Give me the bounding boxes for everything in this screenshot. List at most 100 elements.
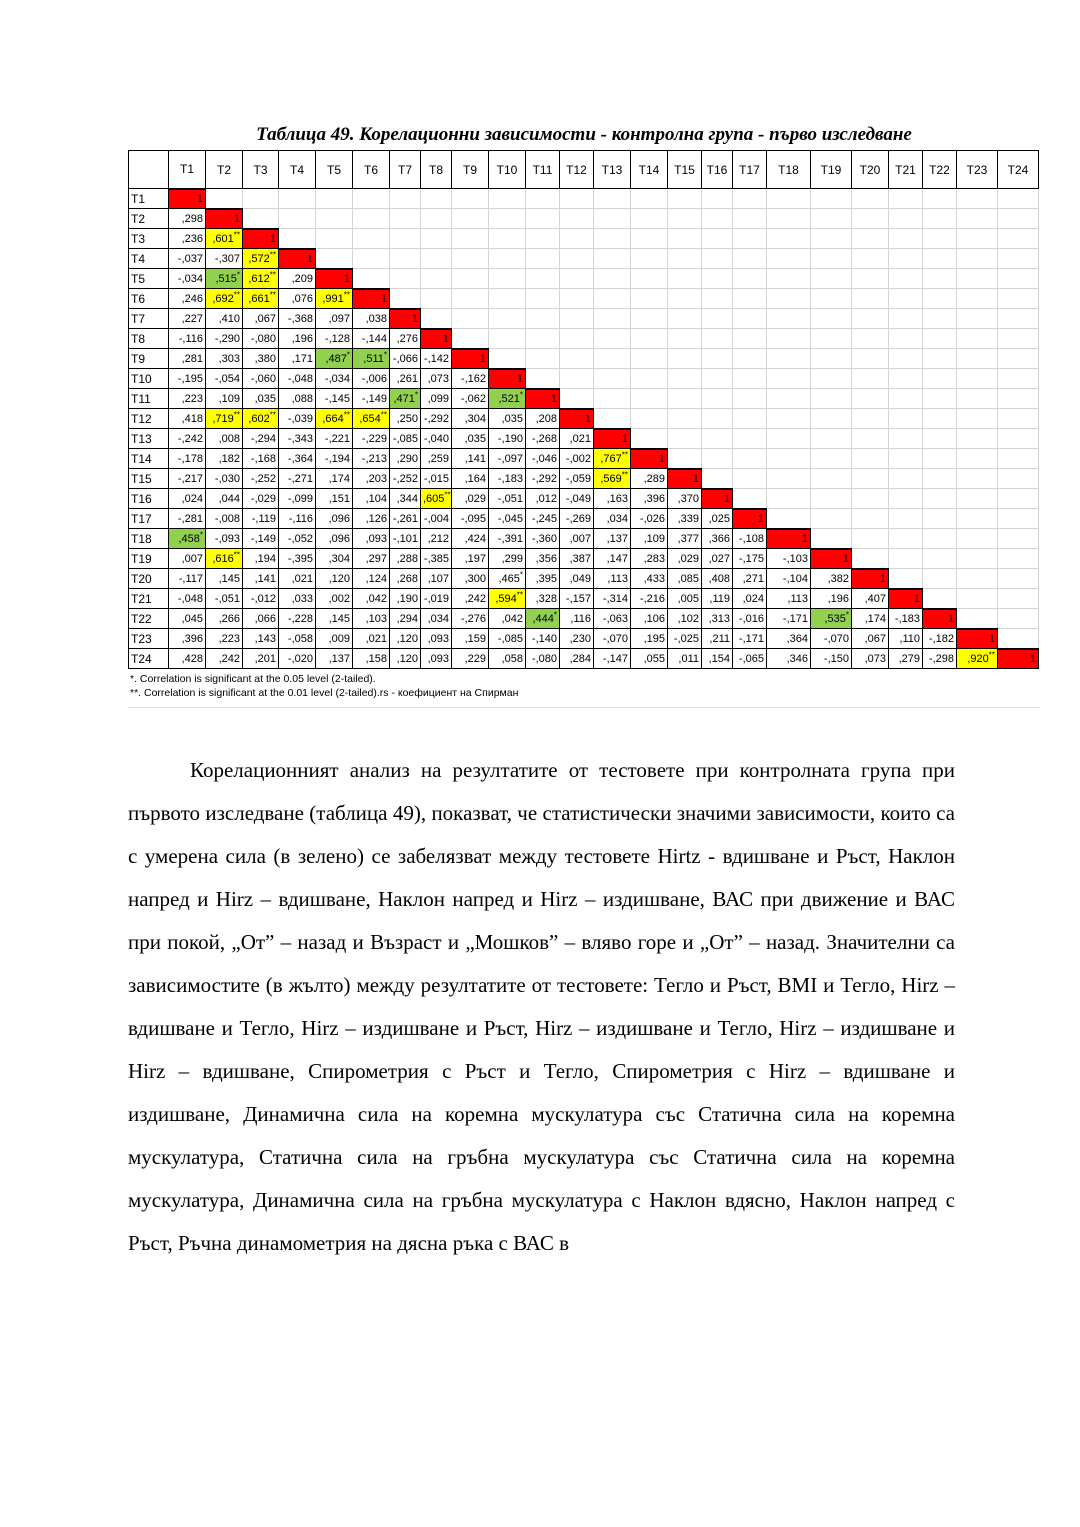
correlation-cell: -,343: [278, 428, 316, 449]
empty-cell: [667, 288, 702, 309]
correlation-cell: -,030: [205, 468, 243, 489]
correlation-cell: ,212: [420, 528, 452, 549]
correlation-cell: -,149: [242, 528, 279, 549]
empty-cell: [451, 208, 489, 229]
correlation-cell: ,487*: [315, 348, 353, 369]
empty-cell: [630, 288, 668, 309]
empty-cell: [701, 448, 733, 469]
correlation-cell: ,444*: [525, 608, 560, 629]
correlation-cell: ,304: [451, 408, 489, 429]
correlation-cell: -,183: [888, 608, 923, 629]
empty-cell: [922, 408, 957, 429]
correlation-cell: ,027: [701, 548, 733, 569]
correlation-cell: -,039: [278, 408, 316, 429]
empty-cell: [488, 208, 526, 229]
correlation-cell: ,387: [559, 548, 594, 569]
empty-cell: [922, 568, 957, 589]
correlation-cell: -,292: [420, 408, 452, 429]
empty-cell: [667, 408, 702, 429]
correlation-cell: -,062: [451, 388, 489, 409]
empty-cell: [956, 368, 998, 389]
correlation-cell: ,692**: [205, 288, 243, 309]
col-header-t14: T14: [630, 150, 668, 189]
correlation-cell: ,009: [315, 628, 353, 649]
correlation-cell: ,120: [389, 648, 421, 669]
correlation-cell: -,016: [732, 608, 767, 629]
correlation-cell: ,104: [352, 488, 390, 509]
empty-cell: [810, 288, 852, 309]
correlation-cell: ,382: [810, 568, 852, 589]
correlation-cell: ,408: [701, 568, 733, 589]
empty-cell: [389, 188, 421, 209]
empty-cell: [956, 328, 998, 349]
correlation-cell: ,612**: [242, 268, 279, 289]
empty-cell: [888, 328, 923, 349]
correlation-cell: ,661**: [242, 288, 279, 309]
correlation-cell: ,005: [667, 588, 702, 609]
empty-cell: [851, 528, 889, 549]
empty-cell: [732, 428, 767, 449]
empty-cell: [630, 388, 668, 409]
empty-cell: [352, 208, 390, 229]
correlation-cell: ,259: [420, 448, 452, 469]
row-header-t7: T7: [128, 308, 169, 329]
empty-cell: [701, 348, 733, 369]
analysis-paragraph: Корелационният анализ на резултатите от …: [128, 758, 955, 1255]
correlation-cell: ,110: [888, 628, 923, 649]
correlation-cell: 1: [242, 227, 279, 249]
empty-cell: [352, 228, 390, 249]
empty-cell: [593, 348, 631, 369]
row-header-t17: T17: [128, 508, 169, 529]
correlation-cell: ,116: [559, 608, 594, 629]
correlation-cell: ,034: [593, 508, 631, 529]
empty-cell: [732, 468, 767, 489]
empty-cell: [732, 208, 767, 229]
correlation-cell: ,535*: [810, 608, 852, 629]
correlation-cell: -,085: [389, 428, 421, 449]
correlation-cell: ,616**: [205, 548, 243, 569]
empty-cell: [593, 328, 631, 349]
correlation-cell: ,096: [315, 508, 353, 529]
empty-cell: [851, 388, 889, 409]
correlation-cell: ,433: [630, 568, 668, 589]
correlation-cell: -,048: [278, 368, 316, 389]
col-header-t16: T16: [701, 150, 733, 189]
correlation-cell: -,195: [168, 368, 206, 389]
empty-cell: [701, 308, 733, 329]
correlation-cell: ,099: [420, 388, 452, 409]
empty-cell: [242, 208, 279, 229]
empty-cell: [278, 208, 316, 229]
empty-cell: [389, 268, 421, 289]
correlation-cell: ,304: [315, 548, 353, 569]
empty-cell: [956, 448, 998, 469]
correlation-cell: -,298: [922, 648, 957, 669]
correlation-cell: ,073: [420, 368, 452, 389]
correlation-cell: 1: [888, 587, 923, 609]
empty-cell: [766, 288, 811, 309]
empty-cell: [593, 368, 631, 389]
correlation-cell: ,313: [701, 608, 733, 629]
correlation-cell: -,194: [315, 448, 353, 469]
empty-cell: [389, 248, 421, 269]
empty-cell: [810, 308, 852, 329]
correlation-cell: -,015: [420, 468, 452, 489]
correlation-cell: -,002: [559, 448, 594, 469]
correlation-cell: ,300: [451, 568, 489, 589]
correlation-cell: ,303: [205, 348, 243, 369]
empty-cell: [451, 308, 489, 329]
table-footnotes: *. Correlation is significant at the 0.0…: [128, 669, 1040, 708]
correlation-cell: -,145: [315, 388, 353, 409]
correlation-cell: -,364: [278, 448, 316, 469]
correlation-cell: -,128: [315, 328, 353, 349]
empty-cell: [766, 508, 811, 529]
correlation-cell: ,279: [888, 648, 923, 669]
empty-cell: [810, 328, 852, 349]
correlation-cell: -,070: [810, 628, 852, 649]
empty-cell: [810, 448, 852, 469]
empty-cell: [956, 288, 998, 309]
correlation-cell: -,144: [352, 328, 390, 349]
correlation-cell: ,223: [205, 628, 243, 649]
correlation-cell: -,059: [559, 468, 594, 489]
correlation-cell: -,004: [420, 508, 452, 529]
correlation-cell: ,035: [451, 428, 489, 449]
